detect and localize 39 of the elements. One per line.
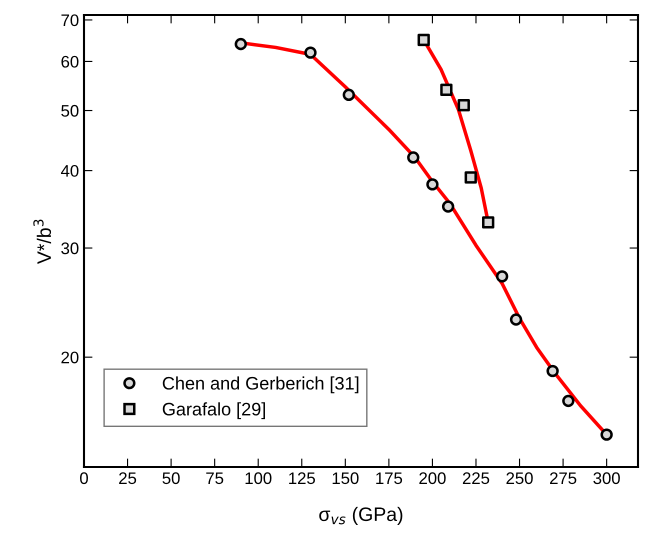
point <box>342 88 355 101</box>
x-tick-label: 100 <box>246 472 272 484</box>
point <box>600 428 613 441</box>
x-tick-label: 50 <box>162 472 180 484</box>
point <box>234 38 247 50</box>
point <box>464 171 477 184</box>
y-tick-label: 50 <box>61 104 78 117</box>
y-tick-label: 30 <box>61 242 78 254</box>
y-tick-label: 20 <box>61 352 78 364</box>
legend-label: Chen and Gerberich [31] <box>162 376 358 394</box>
x-tick-label: 200 <box>419 472 446 484</box>
y-tick-label: 40 <box>60 164 78 177</box>
y-tick-label: 60 <box>61 56 78 68</box>
legend-label: Garafalo [29] <box>162 402 265 420</box>
x-tick-label: 150 <box>332 472 359 484</box>
point <box>418 34 430 46</box>
point <box>407 151 420 164</box>
point <box>304 46 317 59</box>
point <box>562 394 574 408</box>
point <box>458 99 470 112</box>
x-tick-label: 175 <box>376 472 402 484</box>
y-axis-title: V*/b$^{3}$ <box>33 220 52 264</box>
x-tick-label: 225 <box>462 472 490 484</box>
x-tick-label: 75 <box>206 472 224 484</box>
x-tick-label: 0 <box>80 472 88 484</box>
x-tick-label: 300 <box>593 472 620 484</box>
point <box>496 270 508 283</box>
point <box>546 364 559 378</box>
x-tick-label: 250 <box>506 472 533 484</box>
x-tick-label: 275 <box>550 472 576 484</box>
x-tick-label: 125 <box>289 472 315 484</box>
point <box>482 216 494 229</box>
point <box>440 84 453 96</box>
point <box>442 200 454 213</box>
y-tick-label: 70 <box>61 14 78 26</box>
x-axis-title: σ$_{vs}$ (GPa) <box>319 506 402 525</box>
point <box>510 313 522 326</box>
x-tick-label: 25 <box>119 472 136 484</box>
point <box>426 178 439 191</box>
